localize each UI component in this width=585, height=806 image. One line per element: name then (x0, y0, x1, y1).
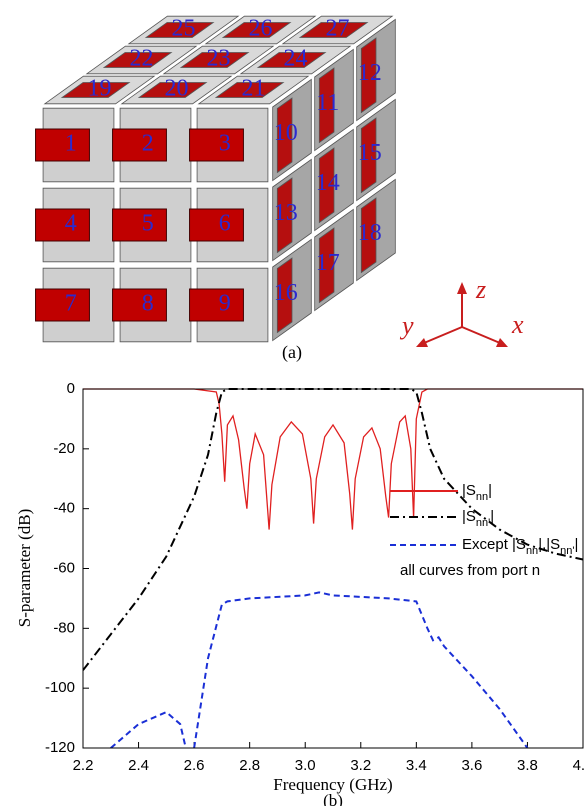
port-label: 3 (219, 131, 231, 157)
port-label: 6 (219, 211, 231, 237)
port-label: 7 (65, 291, 77, 317)
port-label: 5 (142, 211, 154, 237)
port-label: 12 (358, 60, 382, 86)
port-label: 18 (358, 220, 382, 246)
port-label: 9 (219, 291, 231, 317)
y-tick-label: -80 (53, 619, 75, 636)
port-label: 25 (172, 16, 196, 42)
port-label: 20 (165, 76, 189, 102)
legend-label: |Snn'| (462, 508, 494, 529)
y-tick-label: -120 (45, 739, 75, 756)
caption: (b) (323, 791, 343, 806)
x-tick-label: 2.8 (239, 757, 260, 774)
x-tick-label: 3.8 (517, 757, 538, 774)
y-tick-label: -60 (53, 559, 75, 576)
port-label: 24 (284, 46, 308, 72)
x-tick-label: 2.6 (184, 757, 205, 774)
port-label: 13 (274, 200, 298, 226)
x-tick-label: 2.4 (128, 757, 149, 774)
port-patch (190, 129, 244, 161)
port-label: 23 (207, 46, 231, 72)
x-arrow (462, 327, 500, 343)
x-tick-label: 3.0 (295, 757, 316, 774)
y-tick-label: 0 (67, 380, 75, 397)
port-label: 22 (130, 46, 154, 72)
series-line (83, 389, 583, 530)
port-label: 10 (274, 120, 298, 146)
port-label: 14 (316, 170, 340, 196)
port-label: 1 (65, 131, 77, 157)
arrow-head (457, 282, 467, 294)
port-patch (113, 289, 167, 321)
axis-label: y (399, 311, 414, 340)
port-label: 26 (249, 16, 273, 42)
x-tick-label: 4.0 (573, 757, 585, 774)
y-axis-title: S-parameter (dB) (15, 509, 34, 627)
x-tick-label: 3.2 (350, 757, 371, 774)
port-patch (36, 209, 90, 241)
port-label: 11 (316, 90, 339, 116)
figure: 2526272223241920211211101514131817161234… (0, 0, 585, 806)
port-patch (113, 209, 167, 241)
port-label: 4 (65, 211, 77, 237)
port-patch (190, 209, 244, 241)
port-label: 27 (326, 16, 350, 42)
series-line (111, 592, 528, 748)
y-tick-label: -100 (45, 679, 75, 696)
port-label: 17 (316, 250, 340, 276)
series-line (83, 389, 583, 670)
port-patch (113, 129, 167, 161)
legend-label: Except |Snn|,|Snn'| (462, 536, 578, 557)
port-patch (36, 289, 90, 321)
port-label: 2 (142, 131, 154, 157)
axis-label: x (511, 310, 524, 339)
port-label: 19 (88, 76, 112, 102)
caption: (a) (282, 342, 302, 363)
legend-note: all curves from port n (400, 562, 540, 579)
y-tick-label: -40 (53, 500, 75, 517)
port-label: 8 (142, 291, 154, 317)
legend-label: |Snn| (462, 482, 492, 503)
port-label: 15 (358, 140, 382, 166)
axis-label: z (475, 275, 486, 304)
y-arrow (424, 327, 462, 343)
port-patch (36, 129, 90, 161)
y-tick-label: -20 (53, 440, 75, 457)
port-label: 21 (242, 76, 266, 102)
port-label: 16 (274, 280, 298, 306)
x-tick-label: 2.2 (73, 757, 94, 774)
axis-triad (416, 282, 508, 347)
port-patch (190, 289, 244, 321)
x-tick-label: 3.4 (406, 757, 427, 774)
x-tick-label: 3.6 (461, 757, 482, 774)
